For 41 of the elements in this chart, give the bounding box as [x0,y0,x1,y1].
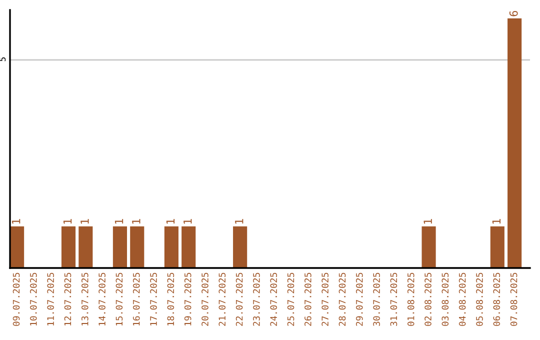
x-tick-label: 31.07.2025 [390,272,398,326]
x-tick-label: 24.07.2025 [270,272,278,326]
data-label: 1 [235,219,244,224]
data-label: 1 [424,219,432,224]
x-tick-label: 12.07.2025 [64,272,72,326]
x-tick-label: 26.07.2025 [304,272,312,326]
x-tick-label: 02.08.2025 [424,272,432,326]
x-tick-label: 27.07.2025 [322,272,328,326]
x-tick-label: 15.07.2025 [116,272,123,326]
data-label: 1 [114,219,124,224]
x-tick-label: 13.07.2025 [81,272,88,326]
x-tick-label: 17.07.2025 [150,272,157,326]
x-tick-label: 23.07.2025 [253,272,260,326]
x-tick-label: 03.08.2025 [442,272,449,326]
x-tick-label: 11.07.2025 [47,272,54,326]
x-tick-label: 06.08.2025 [493,272,500,326]
x-tick-label: 16.07.2025 [132,272,140,326]
x-tick-label: 28.07.2025 [338,272,346,326]
x-tick-label: 04.08.2025 [458,272,466,326]
x-tick-label: 09.07.2025 [12,272,20,326]
x-tick-label: 22.07.2025 [236,272,243,326]
data-label: 1 [12,219,20,224]
x-tick-label: 19.07.2025 [184,272,192,326]
data-label: 6 [509,10,518,16]
x-tick-label: 29.07.2025 [356,272,363,326]
x-tick-label: 05.08.2025 [476,272,483,326]
x-tick-label: 07.08.2025 [510,272,518,326]
x-tick-label: 20.07.2025 [202,272,208,326]
data-label: 1 [80,219,89,224]
data-label: 1 [492,219,500,224]
x-tick-label: 21.07.2025 [218,272,226,326]
data-label: 1 [166,219,175,224]
x-tick-label: 01.08.2025 [407,272,414,326]
data-label: 1 [184,219,192,224]
x-tick-label: 10.07.2025 [30,272,37,326]
data-label: 1 [63,219,72,224]
data-label: 1 [132,219,140,224]
x-tick-label: 25.07.2025 [287,272,294,326]
x-tick-label: 30.07.2025 [373,272,380,326]
x-tick-label: 14.07.2025 [98,272,106,326]
x-tick-label: 18.07.2025 [167,272,174,326]
